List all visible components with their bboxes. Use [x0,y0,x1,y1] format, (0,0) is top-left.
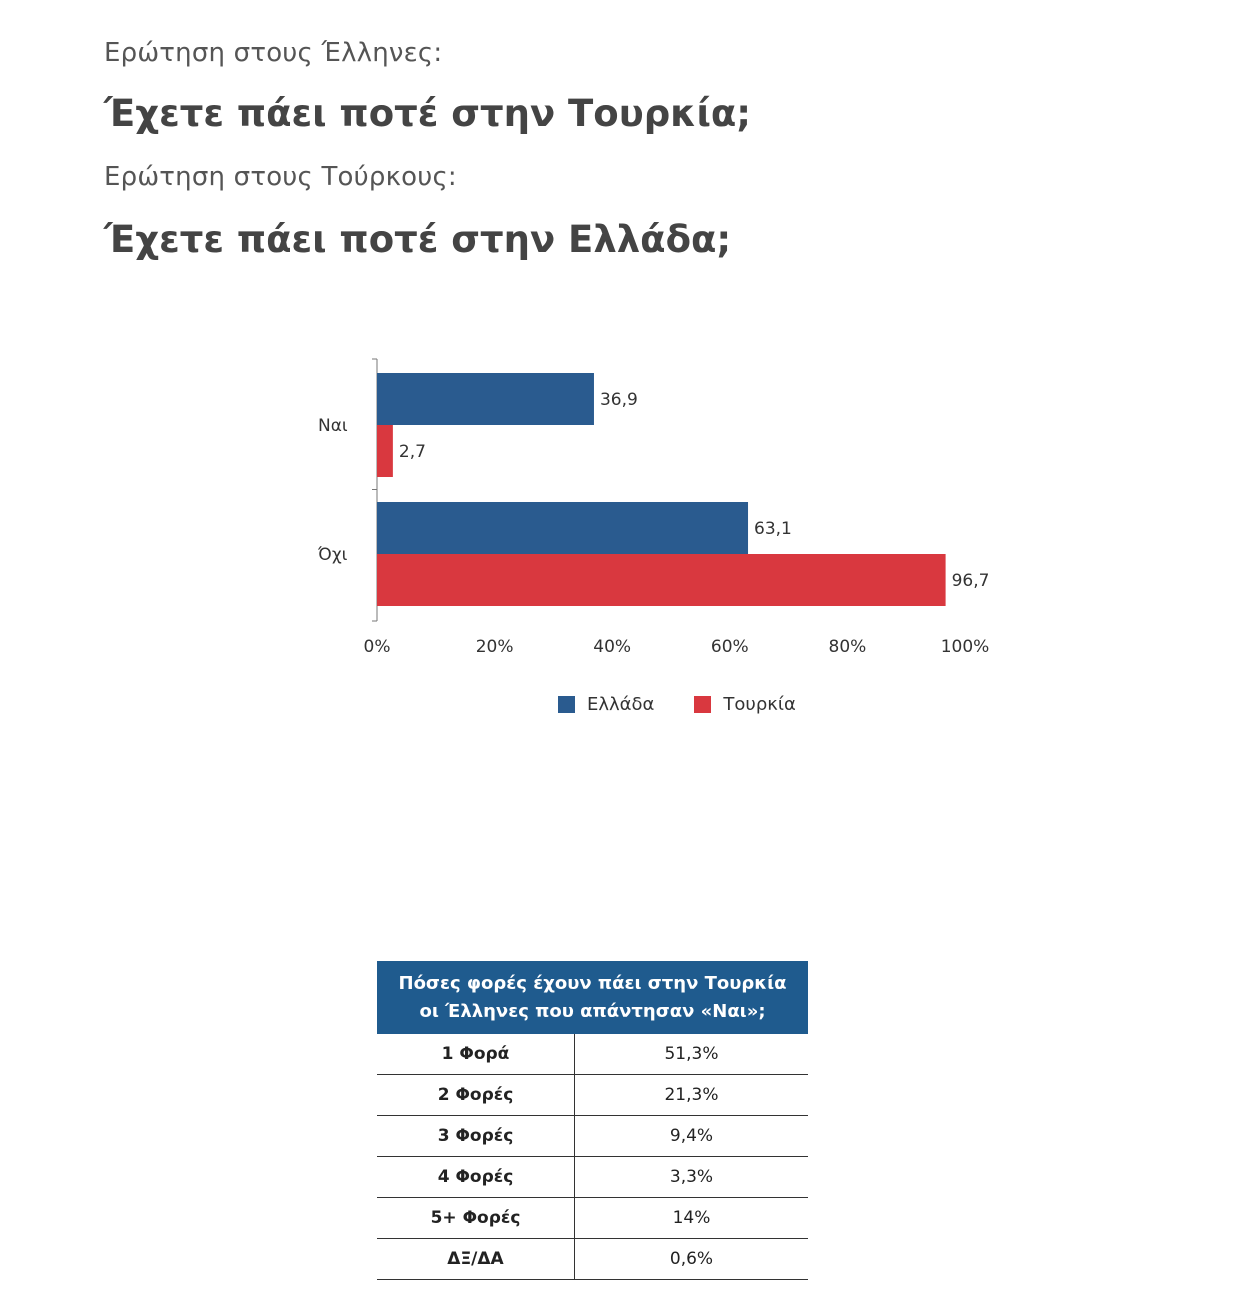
table-row: 3 Φορές 9,4% [377,1115,808,1157]
table-header-line1: Πόσες φορές έχουν πάει στην Τουρκία [398,972,787,994]
row-label: 2 Φορές [377,1074,575,1116]
row-value: 3,3% [574,1156,808,1198]
table-row: 4 Φορές 3,3% [377,1156,808,1198]
question-turks-label: Ερώτηση στους Τούρκους: [104,162,457,192]
chart-legend: Ελλάδα Τουρκία [558,694,796,715]
visits-table: Πόσες φορές έχουν πάει στην Τουρκία οι Έ… [377,961,808,1280]
row-label: 3 Φορές [377,1115,575,1157]
x-tick-label: 60% [711,637,749,657]
bar [377,425,393,477]
category-label: Ναι [318,416,348,436]
data-label: 96,7 [952,571,990,591]
table-row: 5+ Φορές 14% [377,1197,808,1239]
legend-item-turkey: Τουρκία [694,694,796,715]
table-header: Πόσες φορές έχουν πάει στην Τουρκία οι Έ… [377,961,808,1034]
bar-chart: Ναι 36,9 2,7 Όχι 63,1 96,7 0% 20% 40% 60% 80% 100% [317,358,990,657]
row-value: 9,4% [574,1115,808,1157]
bar [377,554,946,606]
question-greeks-label: Ερώτηση στους Έλληνες: [104,38,443,68]
legend-label-turkey: Τουρκία [723,694,796,715]
row-label: ΔΞ/ΔΑ [377,1238,575,1280]
legend-swatch-turkey [694,696,712,713]
data-label: 63,1 [754,519,792,539]
data-label: 2,7 [399,442,426,462]
x-tick-label: 80% [829,637,867,657]
row-value: 0,6% [574,1238,808,1280]
row-label: 1 Φορά [377,1034,575,1075]
x-tick-label: 40% [593,637,631,657]
question-turks-title: Έχετε πάει ποτέ στην Ελλάδα; [104,218,732,261]
row-label: 5+ Φορές [377,1197,575,1239]
x-tick-label: 100% [941,637,990,657]
category-label: Όχι [317,545,348,565]
table-row: ΔΞ/ΔΑ 0,6% [377,1238,808,1280]
row-value: 14% [574,1197,808,1239]
bar [377,502,749,554]
x-tick-label: 20% [476,637,514,657]
x-tick-label: 0% [364,637,391,657]
table-row: 2 Φορές 21,3% [377,1074,808,1116]
row-label: 4 Φορές [377,1156,575,1198]
data-label: 36,9 [600,390,638,410]
legend-swatch-greece [558,696,575,713]
row-value: 21,3% [574,1074,808,1116]
row-value: 51,3% [574,1034,808,1075]
table-header-line2: οι Έλληνες που απάντησαν «Ναι»; [419,1000,766,1022]
legend-item-greece: Ελλάδα [558,694,654,715]
bar [377,373,594,425]
legend-label-greece: Ελλάδα [587,694,655,715]
question-greeks-title: Έχετε πάει ποτέ στην Τουρκία; [104,92,752,135]
table-row: 1 Φορά 51,3% [377,1034,808,1075]
